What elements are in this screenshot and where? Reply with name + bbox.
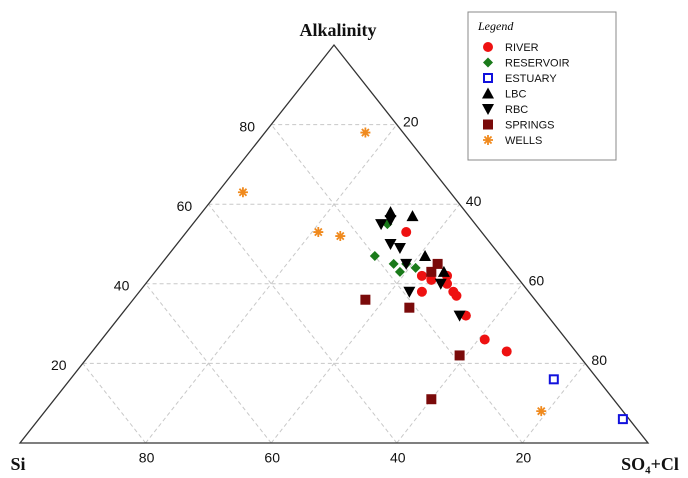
point [375, 219, 388, 231]
legend-label: ESTUARY [505, 73, 557, 85]
point [548, 374, 559, 385]
point [400, 258, 413, 270]
grid-line [145, 124, 398, 444]
point [393, 242, 406, 254]
point [360, 294, 371, 305]
alkalinity-tick-label: 80 [239, 118, 255, 134]
si-tick-label: 40 [390, 450, 406, 466]
point [416, 270, 427, 281]
grid-line [270, 124, 523, 444]
grid-line [208, 203, 398, 444]
point [426, 394, 437, 405]
point [406, 210, 419, 222]
legend-marker [483, 119, 493, 130]
point [404, 302, 415, 313]
legend-label: RESERVOIR [505, 57, 570, 69]
point [384, 206, 397, 218]
point [419, 249, 432, 261]
legend: Legend RIVER RESERVOIR ESTUARY LBC RBC SPRING… [467, 11, 617, 161]
point [453, 310, 466, 322]
legend-label: RIVER [505, 42, 539, 54]
point [401, 227, 412, 238]
so4-cl-tick-label: 60 [529, 273, 545, 289]
legend-marker [482, 104, 494, 115]
triangle-frame [18, 43, 650, 444]
legend-label: WELLS [505, 135, 542, 147]
points [237, 127, 628, 425]
point [426, 266, 437, 277]
so4-cl-tick-label: 40 [466, 193, 482, 209]
legend-box [467, 11, 617, 161]
point [432, 258, 443, 269]
point [410, 262, 421, 273]
point [434, 278, 447, 290]
point [384, 215, 397, 227]
so4-cl-tick-label: 20 [403, 113, 419, 129]
legend-label: LBC [505, 88, 526, 100]
grid-line [270, 203, 460, 444]
point [360, 127, 371, 138]
point [388, 258, 399, 269]
point [501, 346, 512, 357]
point [237, 187, 248, 198]
point [426, 274, 437, 285]
legend-marker [482, 87, 494, 99]
tick-labels: 20 40 60 80 20 40 60 80 20 40 60 80 [51, 113, 607, 465]
legend-marker [483, 73, 493, 83]
point [536, 406, 547, 417]
grid-line [396, 283, 523, 444]
point [369, 250, 380, 261]
si-tick-label: 80 [139, 450, 155, 466]
so4-cl-tick-label: 80 [591, 352, 607, 368]
point [479, 334, 490, 345]
legend-marker [483, 57, 493, 68]
top-axis-title: Alkalinity [299, 20, 376, 40]
legend-label: SPRINGS [505, 119, 555, 131]
point [394, 266, 405, 277]
left-axis-title: Si [10, 454, 25, 474]
legend-marker [483, 42, 493, 52]
grid-line [522, 363, 586, 444]
si-tick-label: 60 [264, 450, 280, 466]
point [335, 231, 346, 242]
point [617, 414, 628, 425]
alkalinity-tick-label: 40 [114, 278, 130, 294]
right-axis-title: SO₄+Cl [621, 454, 679, 474]
point [384, 239, 397, 250]
alkalinity-tick-label: 60 [177, 198, 193, 214]
si-tick-label: 20 [516, 450, 532, 466]
grid [82, 124, 586, 444]
point [451, 290, 462, 301]
legend-marker [483, 135, 493, 145]
grid-line [82, 363, 146, 444]
point [313, 227, 324, 238]
point [437, 265, 450, 277]
point [403, 286, 416, 298]
point [454, 350, 465, 361]
point [416, 286, 427, 297]
legend-title: Legend [477, 19, 514, 33]
alkalinity-tick-label: 20 [51, 357, 67, 373]
legend-label: RBC [505, 104, 528, 116]
